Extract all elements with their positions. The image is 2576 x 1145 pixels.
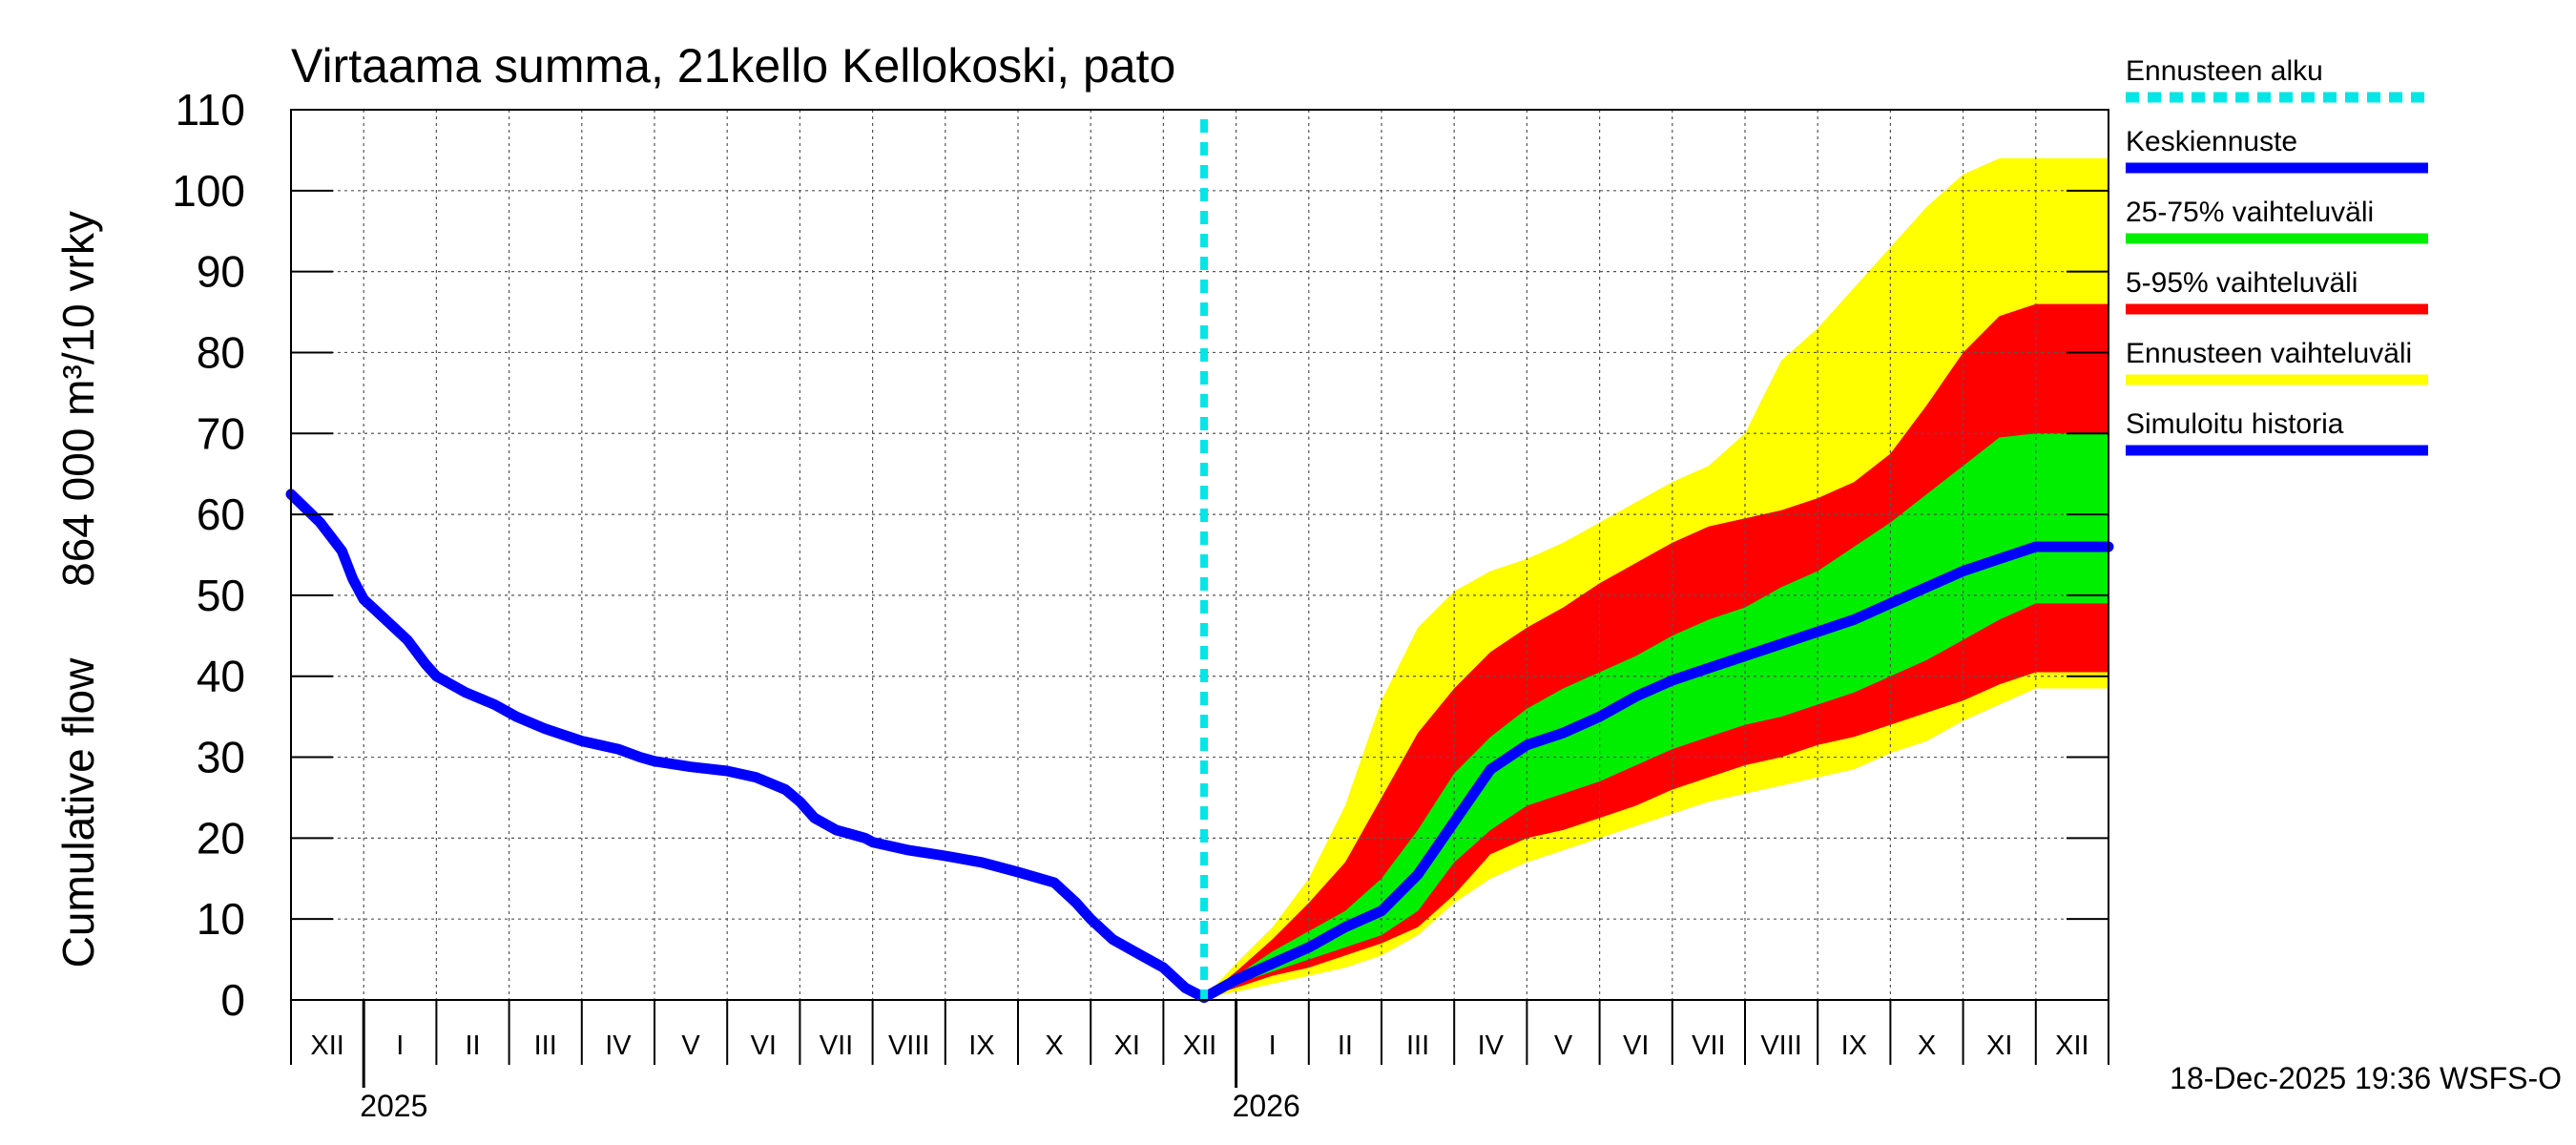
y-axis-label: Cumulative flow 864 000 m³/10 vrky <box>53 211 103 968</box>
month-label: X <box>1918 1030 1936 1061</box>
series-lines <box>285 119 2114 1003</box>
y-tick-label: 30 <box>197 733 245 782</box>
legend-label: Ennusteen vaihteluväli <box>2126 338 2412 369</box>
y-tick-label: 70 <box>197 408 245 458</box>
month-label: II <box>465 1030 480 1061</box>
month-label: XII <box>1183 1030 1216 1061</box>
y-tick-label: 20 <box>197 813 245 863</box>
y-tick-labels: 0 10 20 30 40 50 60 70 80 90 100 110 <box>172 85 245 1025</box>
y-tick-label: 60 <box>197 489 245 539</box>
month-label: XII <box>2055 1030 2088 1061</box>
legend-label: 25-75% vaihteluväli <box>2126 197 2374 228</box>
month-label: IX <box>968 1030 994 1061</box>
month-label: I <box>396 1030 404 1061</box>
y-tick-label: 10 <box>197 894 245 944</box>
y-tick-label: 100 <box>172 166 245 216</box>
axes <box>290 109 2109 1088</box>
legend-label: Simuloitu historia <box>2126 408 2344 440</box>
plot-frame <box>290 109 2109 1001</box>
footer-timestamp: 18-Dec-2025 19:36 WSFS-O <box>2170 1061 2562 1095</box>
forecast-mean-line <box>1198 541 2114 1003</box>
legend-label: Keskiennuste <box>2126 126 2297 157</box>
month-label: I <box>1269 1030 1277 1061</box>
forecast-bands <box>1204 157 2109 998</box>
year-label: 2026 <box>1233 1089 1300 1123</box>
month-label: IX <box>1841 1030 1867 1061</box>
legend: Ennusteen alku Keskiennuste 25-75% vaihtel… <box>2126 55 2428 456</box>
month-label: XII <box>310 1030 343 1061</box>
month-label: VI <box>1623 1030 1649 1061</box>
month-label: VIII <box>1760 1030 1802 1061</box>
month-label: IV <box>605 1030 632 1061</box>
legend-label: Ennusteen alku <box>2126 55 2323 87</box>
chart-title: Virtaama summa, 21kello Kellokoski, pato <box>291 39 1175 93</box>
year-label: 2025 <box>360 1089 427 1123</box>
month-label: V <box>681 1030 700 1061</box>
month-label: V <box>1554 1030 1573 1061</box>
y-tick-label: 110 <box>176 85 245 135</box>
month-label: III <box>534 1030 557 1061</box>
month-label: XI <box>1986 1030 2012 1061</box>
grid-lines <box>291 109 2109 1000</box>
y-tick-label: 40 <box>197 652 245 701</box>
month-label: II <box>1338 1030 1353 1061</box>
y-tick-label: 80 <box>197 327 245 377</box>
y-tick-label: 50 <box>197 571 245 620</box>
y-tick-label: 0 <box>220 975 245 1025</box>
month-label: VI <box>751 1030 777 1061</box>
y-axis-label-line2: 864 000 m³/10 vrky <box>53 211 103 587</box>
month-label: VII <box>1692 1030 1725 1061</box>
month-label: X <box>1045 1030 1063 1061</box>
month-label: VIII <box>888 1030 930 1061</box>
month-label: III <box>1406 1030 1429 1061</box>
x-tick-labels: XII I II III IV V VI VII VIII IX X XI XII I II III IV V VI… <box>310 1030 2088 1123</box>
month-label: IV <box>1478 1030 1505 1061</box>
y-tick-label: 90 <box>197 247 245 297</box>
month-label: VII <box>820 1030 853 1061</box>
y-axis-label-line1: Cumulative flow <box>53 657 103 968</box>
month-label: XI <box>1114 1030 1140 1061</box>
simulated-history-line <box>285 489 1210 1003</box>
legend-label: 5-95% vaihteluväli <box>2126 267 2358 299</box>
